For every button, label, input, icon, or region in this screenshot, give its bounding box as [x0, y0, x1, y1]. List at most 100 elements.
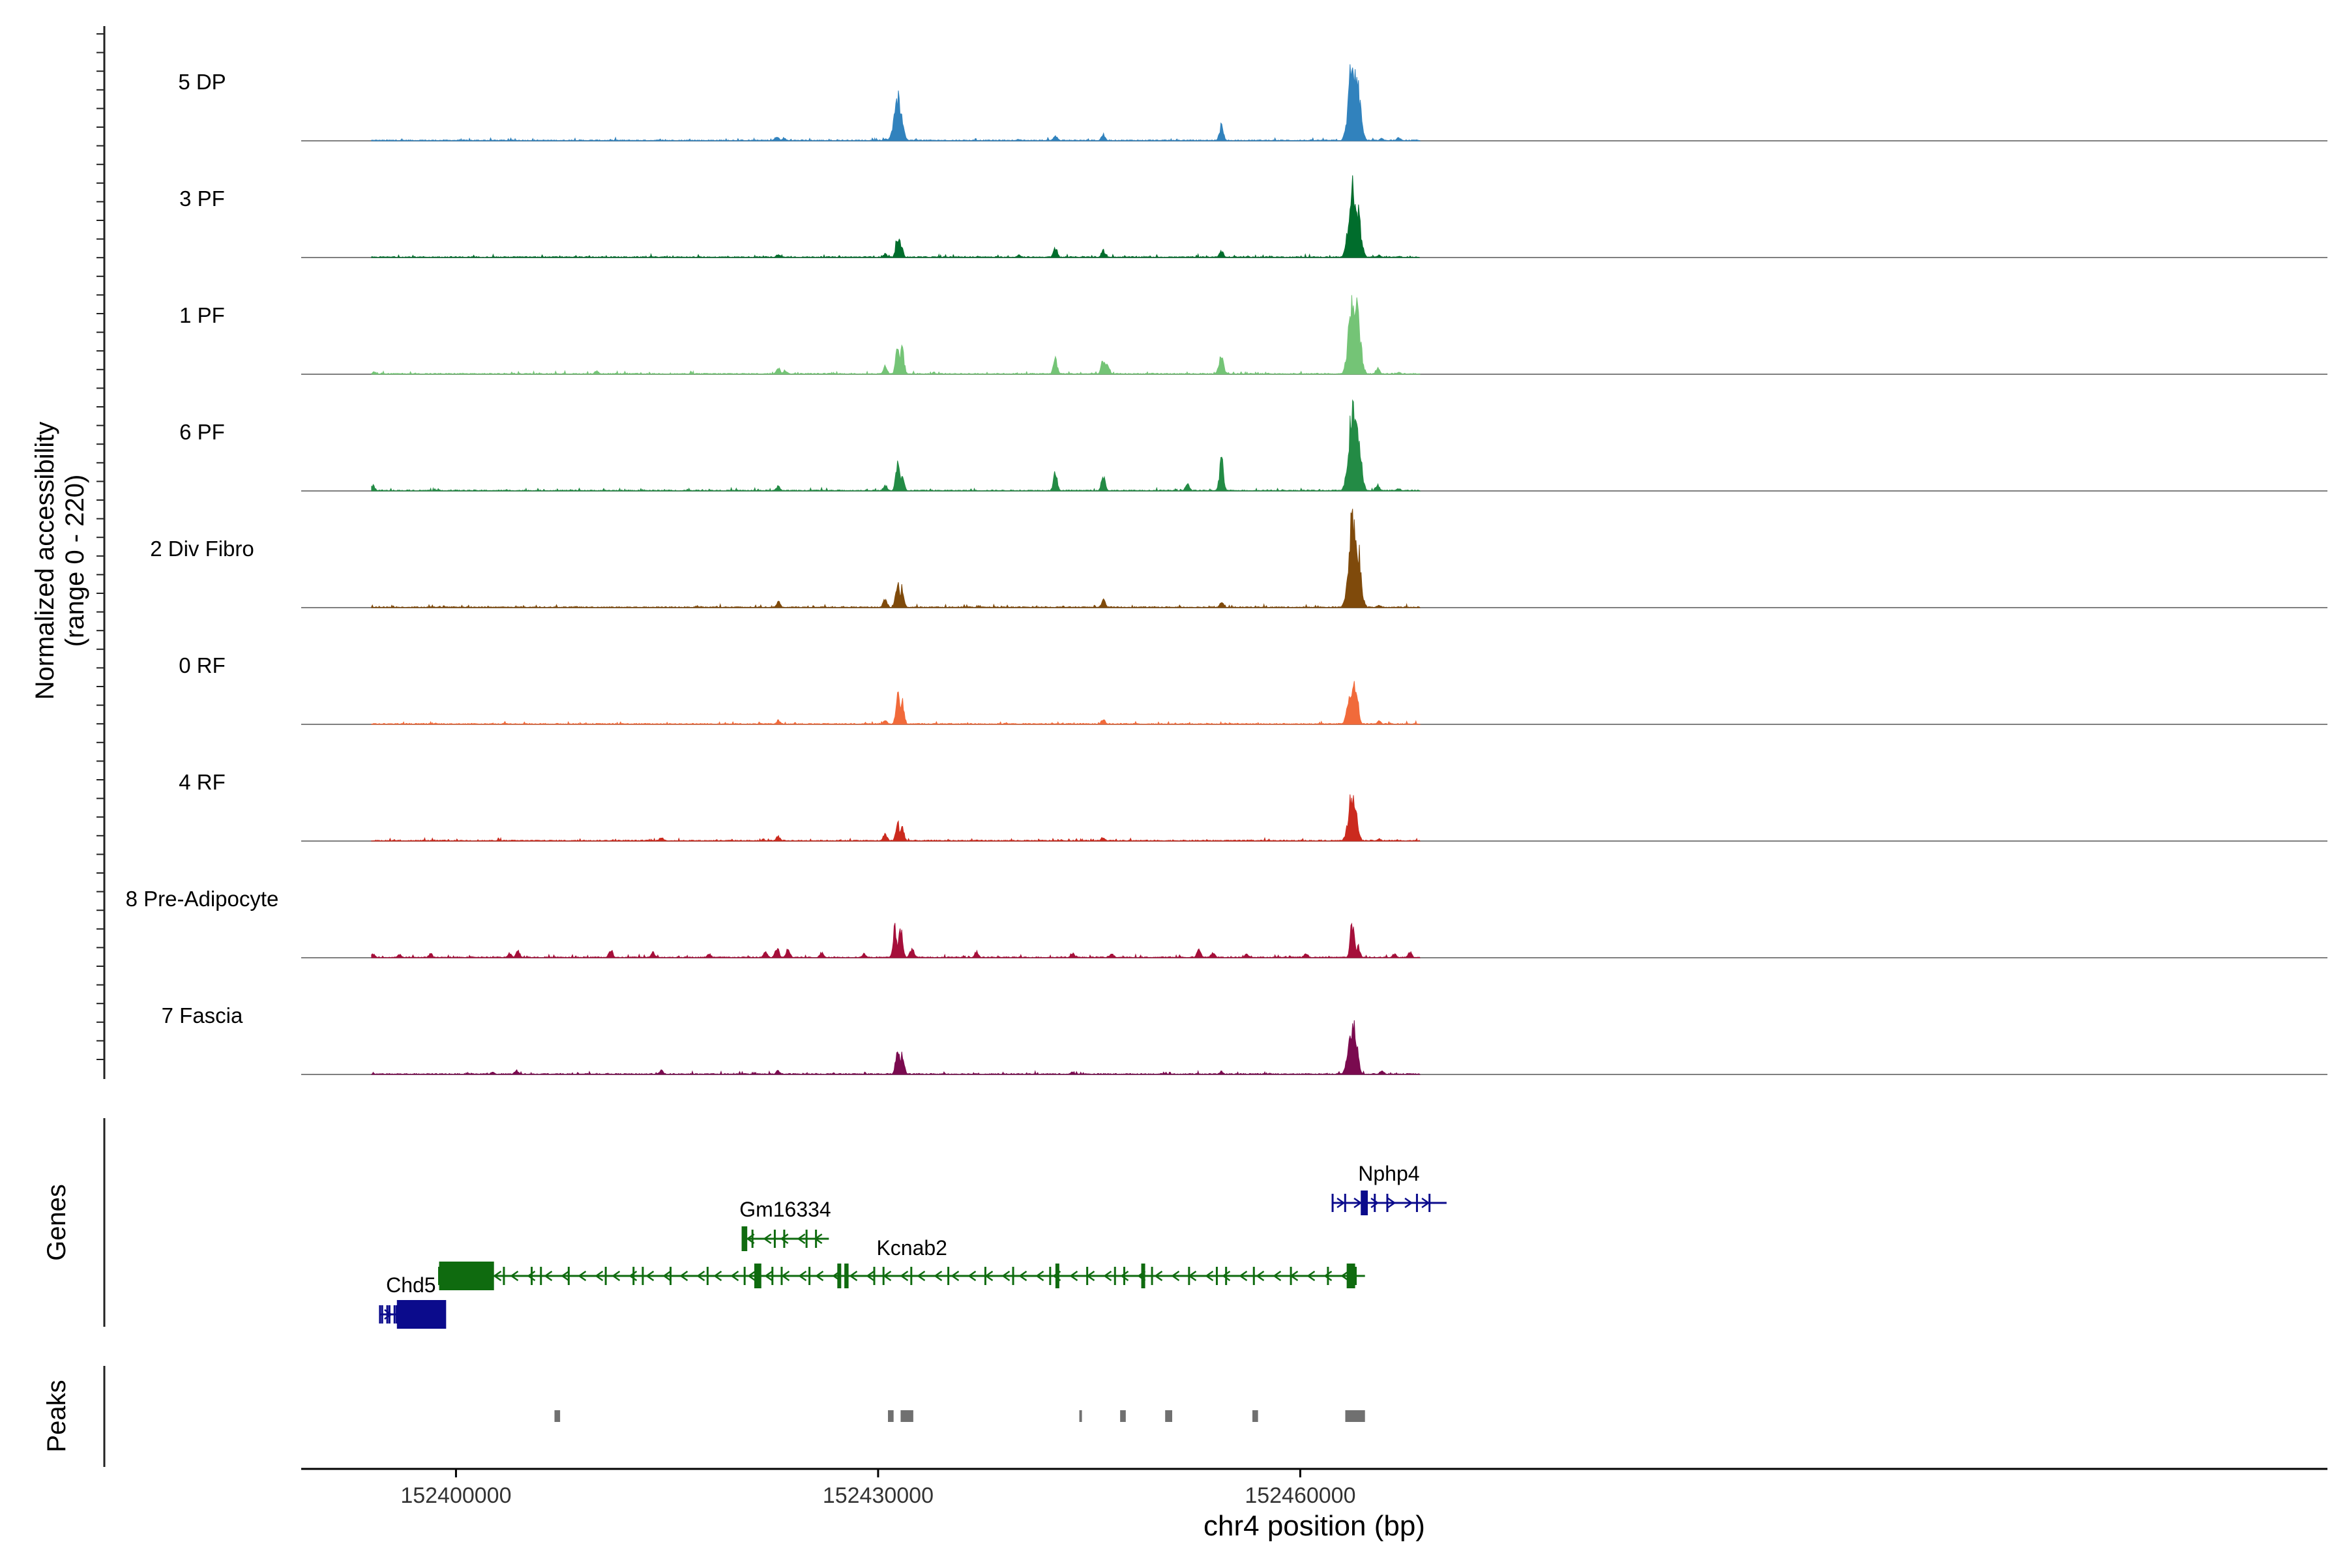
- track-3-pf: 3 PF: [179, 175, 2327, 259]
- strand-arrow: [1035, 1270, 1044, 1282]
- coding-exon: [1346, 1264, 1355, 1288]
- strand-arrow: [1273, 1270, 1282, 1282]
- strand-arrow: [866, 1270, 875, 1282]
- coverage-area: [371, 64, 1421, 142]
- strand-arrow: [1387, 1197, 1396, 1209]
- strand-arrow: [1222, 1270, 1231, 1282]
- coverage-area: [371, 1020, 1421, 1075]
- coding-exon: [396, 1300, 447, 1329]
- strand-arrow: [544, 1270, 553, 1282]
- gene-kcnab2: Kcnab2: [438, 1236, 1365, 1290]
- coverage-area: [371, 922, 1421, 958]
- track-0-rf: 0 RF: [179, 653, 2327, 726]
- strand-arrow: [951, 1270, 960, 1282]
- track-label: 6 PF: [179, 420, 225, 444]
- strand-arrow: [1404, 1197, 1413, 1209]
- track-label: 5 DP: [178, 70, 226, 94]
- coding-exon: [1361, 1191, 1368, 1215]
- coverage-area: [371, 295, 1421, 376]
- strand-arrow: [1336, 1197, 1346, 1209]
- strand-arrow: [1018, 1270, 1027, 1282]
- gene-label: Chd5: [386, 1273, 436, 1297]
- strand-arrow: [798, 1270, 807, 1282]
- strand-arrow: [1001, 1270, 1011, 1282]
- coding-exon: [754, 1264, 761, 1288]
- gene-label: Kcnab2: [876, 1236, 947, 1260]
- strand-arrow: [1353, 1197, 1363, 1209]
- peak-region: [1252, 1410, 1258, 1422]
- y-axis-label-line1: Normalized accessibility: [31, 422, 59, 700]
- strand-arrow: [510, 1270, 519, 1282]
- strand-arrow: [764, 1270, 773, 1282]
- strand-arrow: [815, 1270, 824, 1282]
- track-2-div-fibro: 2 Div Fibro: [150, 509, 2327, 608]
- strand-arrow: [1370, 1197, 1380, 1209]
- strand-arrow: [662, 1270, 672, 1282]
- strand-arrow: [1205, 1270, 1214, 1282]
- coding-exon: [741, 1226, 748, 1251]
- strand-arrow: [1069, 1270, 1078, 1282]
- coding-exon: [1055, 1264, 1059, 1288]
- strand-arrow: [934, 1270, 943, 1282]
- track-8-pre-adipocyte: 8 Pre-Adipocyte: [126, 887, 2327, 958]
- track-label: 4 RF: [179, 770, 226, 794]
- y-axis-label-line2: (range 0 - 220): [61, 475, 89, 647]
- strand-arrow: [713, 1270, 722, 1282]
- coding-exon: [1141, 1264, 1145, 1288]
- gene-label: Gm16334: [739, 1198, 831, 1221]
- strand-arrow: [612, 1270, 621, 1282]
- track-label: 1 PF: [179, 303, 225, 327]
- strand-arrow: [679, 1270, 688, 1282]
- strand-arrow: [696, 1270, 705, 1282]
- strand-arrow: [781, 1270, 790, 1282]
- strand-arrow: [595, 1270, 604, 1282]
- strand-arrow: [797, 1233, 806, 1245]
- coverage-tracks: 5 DP 3 PF 1 PF 6 PF 2 Div Fibro 0 RF 4 RF 8 Pre…: [126, 64, 2327, 1075]
- strand-arrow: [1323, 1270, 1333, 1282]
- coverage-area: [371, 175, 1420, 259]
- gene-chd5: Chd5: [379, 1273, 447, 1329]
- strand-arrow: [1103, 1270, 1112, 1282]
- strand-arrow: [1306, 1270, 1316, 1282]
- y-axis-ticks: [96, 33, 104, 1060]
- gene-nphp4: Nphp4: [1331, 1162, 1447, 1215]
- coding-exon: [837, 1264, 842, 1288]
- strand-arrow: [1239, 1270, 1248, 1282]
- track-label: 3 PF: [179, 186, 225, 211]
- coverage-area: [371, 794, 1421, 842]
- strand-arrow: [645, 1270, 655, 1282]
- peak-region: [1165, 1410, 1173, 1422]
- strand-arrow: [561, 1270, 570, 1282]
- strand-arrow: [1421, 1197, 1430, 1209]
- track-1-pf: 1 PF: [179, 295, 2327, 376]
- peaks-panel: [554, 1410, 1365, 1422]
- strand-arrow: [1171, 1270, 1180, 1282]
- gene-gm16334: Gm16334: [739, 1198, 831, 1251]
- peak-region: [888, 1410, 894, 1422]
- strand-arrow: [1120, 1270, 1129, 1282]
- genes-panel: Chd5 Kcnab2 Gm16334 Nphp4: [379, 1162, 1447, 1329]
- track-6-pf: 6 PF: [179, 399, 2327, 492]
- genes-panel-label: Genes: [42, 1184, 71, 1261]
- peak-region: [1345, 1410, 1365, 1422]
- peak-region: [1120, 1410, 1126, 1422]
- track-4-rf: 4 RF: [179, 770, 2327, 842]
- track-label: 7 Fascia: [162, 1003, 243, 1028]
- strand-arrow: [527, 1270, 536, 1282]
- strand-arrow: [917, 1270, 926, 1282]
- strand-arrow: [1154, 1270, 1163, 1282]
- strand-arrow: [730, 1270, 739, 1282]
- strand-arrow: [900, 1270, 909, 1282]
- coding-exon: [439, 1262, 494, 1290]
- x-tick-label: 152430000: [823, 1483, 934, 1508]
- strand-arrow: [849, 1270, 858, 1282]
- track-5-dp: 5 DP: [178, 64, 2327, 142]
- coverage-area: [371, 681, 1421, 726]
- strand-arrow: [493, 1270, 502, 1282]
- peak-region: [554, 1410, 561, 1422]
- strand-arrow: [1340, 1270, 1350, 1282]
- x-axis-label: chr4 position (bp): [1203, 1510, 1425, 1542]
- peak-region: [900, 1410, 913, 1422]
- strand-arrow: [967, 1270, 977, 1282]
